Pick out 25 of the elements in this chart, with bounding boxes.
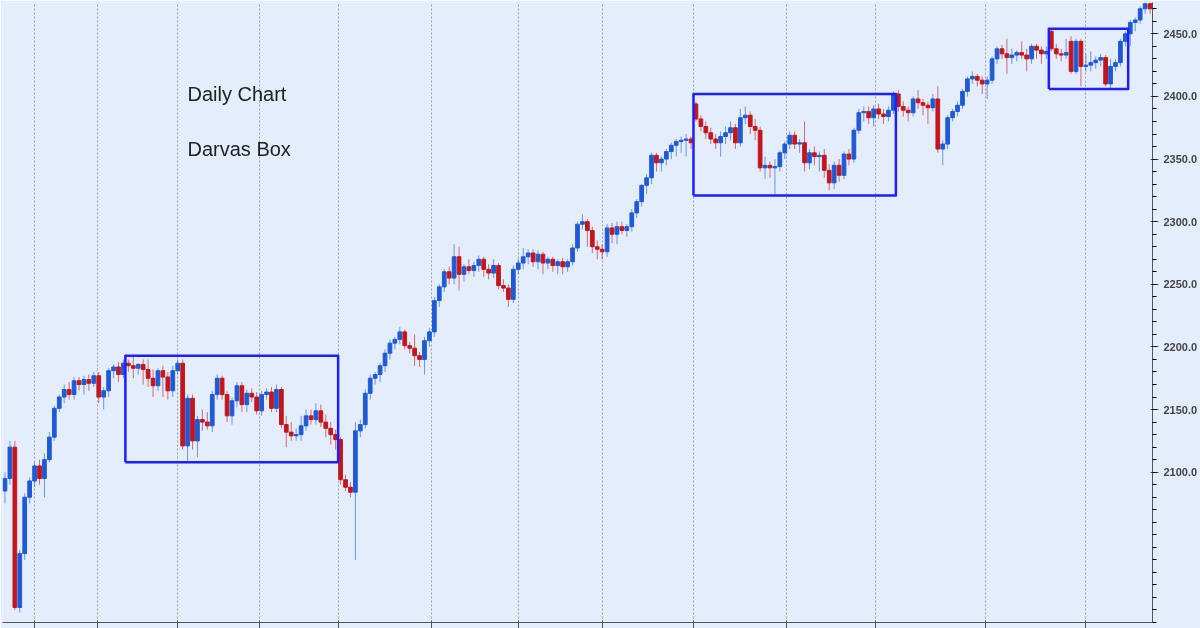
y-tick-label: 2100.0 bbox=[1163, 466, 1198, 479]
candlestick bbox=[619, 221, 625, 235]
y-tick-label: 2300.0 bbox=[1163, 215, 1198, 228]
candlestick bbox=[471, 261, 477, 278]
candlestick bbox=[66, 381, 72, 401]
candlestick bbox=[76, 376, 82, 392]
candlestick bbox=[999, 44, 1005, 60]
annotation: Daily Chart bbox=[187, 82, 287, 105]
candlestick bbox=[525, 248, 531, 265]
annotation: Darvas Box bbox=[187, 137, 291, 160]
candlestick bbox=[86, 374, 92, 392]
y-tick-label: 2450.0 bbox=[1163, 27, 1198, 40]
y-tick-label: 2250.0 bbox=[1163, 278, 1198, 291]
y-tick-label: 2200.0 bbox=[1163, 340, 1198, 353]
candlestick bbox=[920, 98, 926, 116]
candlestick bbox=[545, 256, 551, 270]
y-tick-label: 2150.0 bbox=[1163, 403, 1198, 416]
y-tick-label: 2400.0 bbox=[1163, 90, 1198, 103]
candlestick bbox=[466, 258, 472, 275]
candlestick bbox=[461, 263, 467, 283]
candlestick bbox=[308, 409, 314, 426]
candlestick bbox=[1083, 53, 1089, 72]
y-tick-label: 2350.0 bbox=[1163, 153, 1198, 166]
candlestick bbox=[846, 148, 852, 166]
candlestick bbox=[767, 161, 773, 179]
